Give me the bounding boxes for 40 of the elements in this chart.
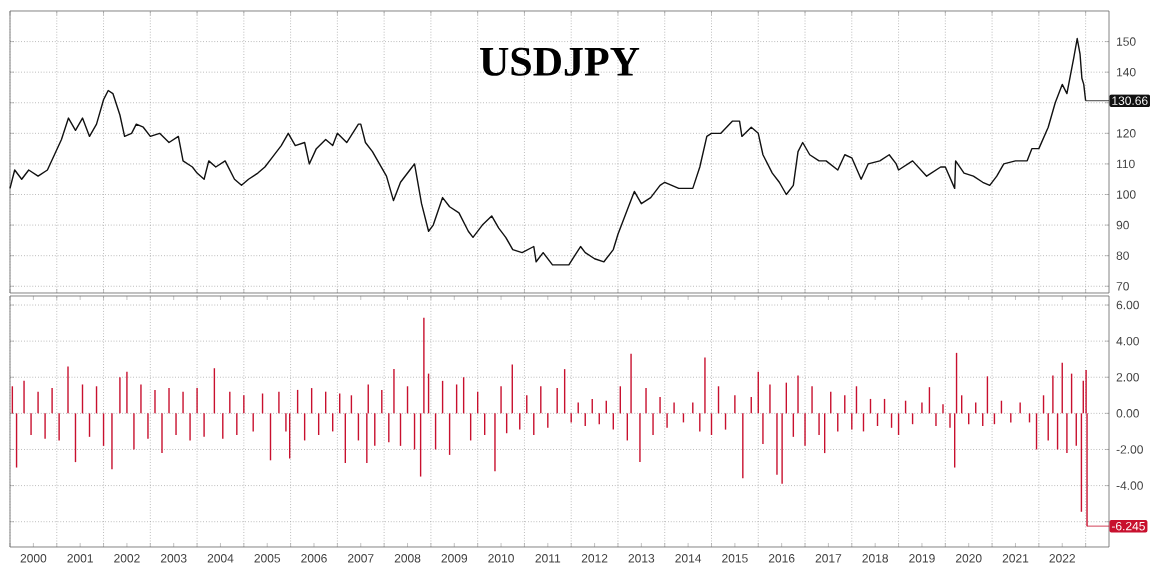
x-tick-label: 2006 xyxy=(301,554,327,563)
x-tick-label: 2019 xyxy=(909,554,935,563)
y-tick-label: 150 xyxy=(1116,37,1136,46)
y-tick-label: 4.00 xyxy=(1116,336,1139,346)
y-tick-label: -2.00 xyxy=(1116,445,1143,454)
y-tick-label: 70 xyxy=(1116,282,1129,291)
y-tick-label: 100 xyxy=(1116,190,1136,199)
x-tick-label: 2007 xyxy=(348,554,374,563)
y-tick-label: 120 xyxy=(1116,129,1136,138)
y-tick-label: 90 xyxy=(1116,220,1129,230)
x-tick-label: 2022 xyxy=(1049,554,1075,563)
annotation: 130.66 xyxy=(1112,96,1148,105)
x-tick-label: 2004 xyxy=(207,554,234,563)
x-tick-label: 2003 xyxy=(160,554,187,563)
x-tick-label: 2010 xyxy=(488,554,514,563)
x-tick-label: 2002 xyxy=(114,554,140,563)
x-tick-label: 2016 xyxy=(768,554,795,563)
x-tick-label: 2015 xyxy=(722,554,748,563)
y-tick-label: -4.00 xyxy=(1116,481,1143,490)
y-tick-label: 6.00 xyxy=(1116,300,1139,310)
y-tick-label: 110 xyxy=(1116,159,1135,169)
y-tick-label: 80 xyxy=(1116,251,1129,260)
y-tick-label: 140 xyxy=(1116,67,1136,77)
x-tick-label: 2012 xyxy=(581,554,608,563)
x-tick-label: 2011 xyxy=(535,554,561,563)
annotation: -6.245 xyxy=(1111,521,1145,531)
x-tick-label: 2005 xyxy=(254,554,281,563)
y-tick-label: 0.00 xyxy=(1116,409,1139,418)
x-tick-label: 2008 xyxy=(394,554,421,563)
text: USDJPY xyxy=(480,47,640,76)
x-tick-label: 2000 xyxy=(20,554,47,563)
x-tick-label: 2013 xyxy=(628,554,655,563)
x-tick-label: 2021 xyxy=(1002,554,1029,563)
x-tick-label: 2017 xyxy=(815,554,842,563)
x-tick-label: 2001 xyxy=(67,554,93,563)
x-tick-label: 2018 xyxy=(862,554,888,563)
y-tick-label: 2.00 xyxy=(1116,373,1139,382)
x-tick-label: 2009 xyxy=(441,554,468,563)
x-tick-label: 2014 xyxy=(675,554,702,563)
x-tick-label: 2020 xyxy=(955,554,982,563)
